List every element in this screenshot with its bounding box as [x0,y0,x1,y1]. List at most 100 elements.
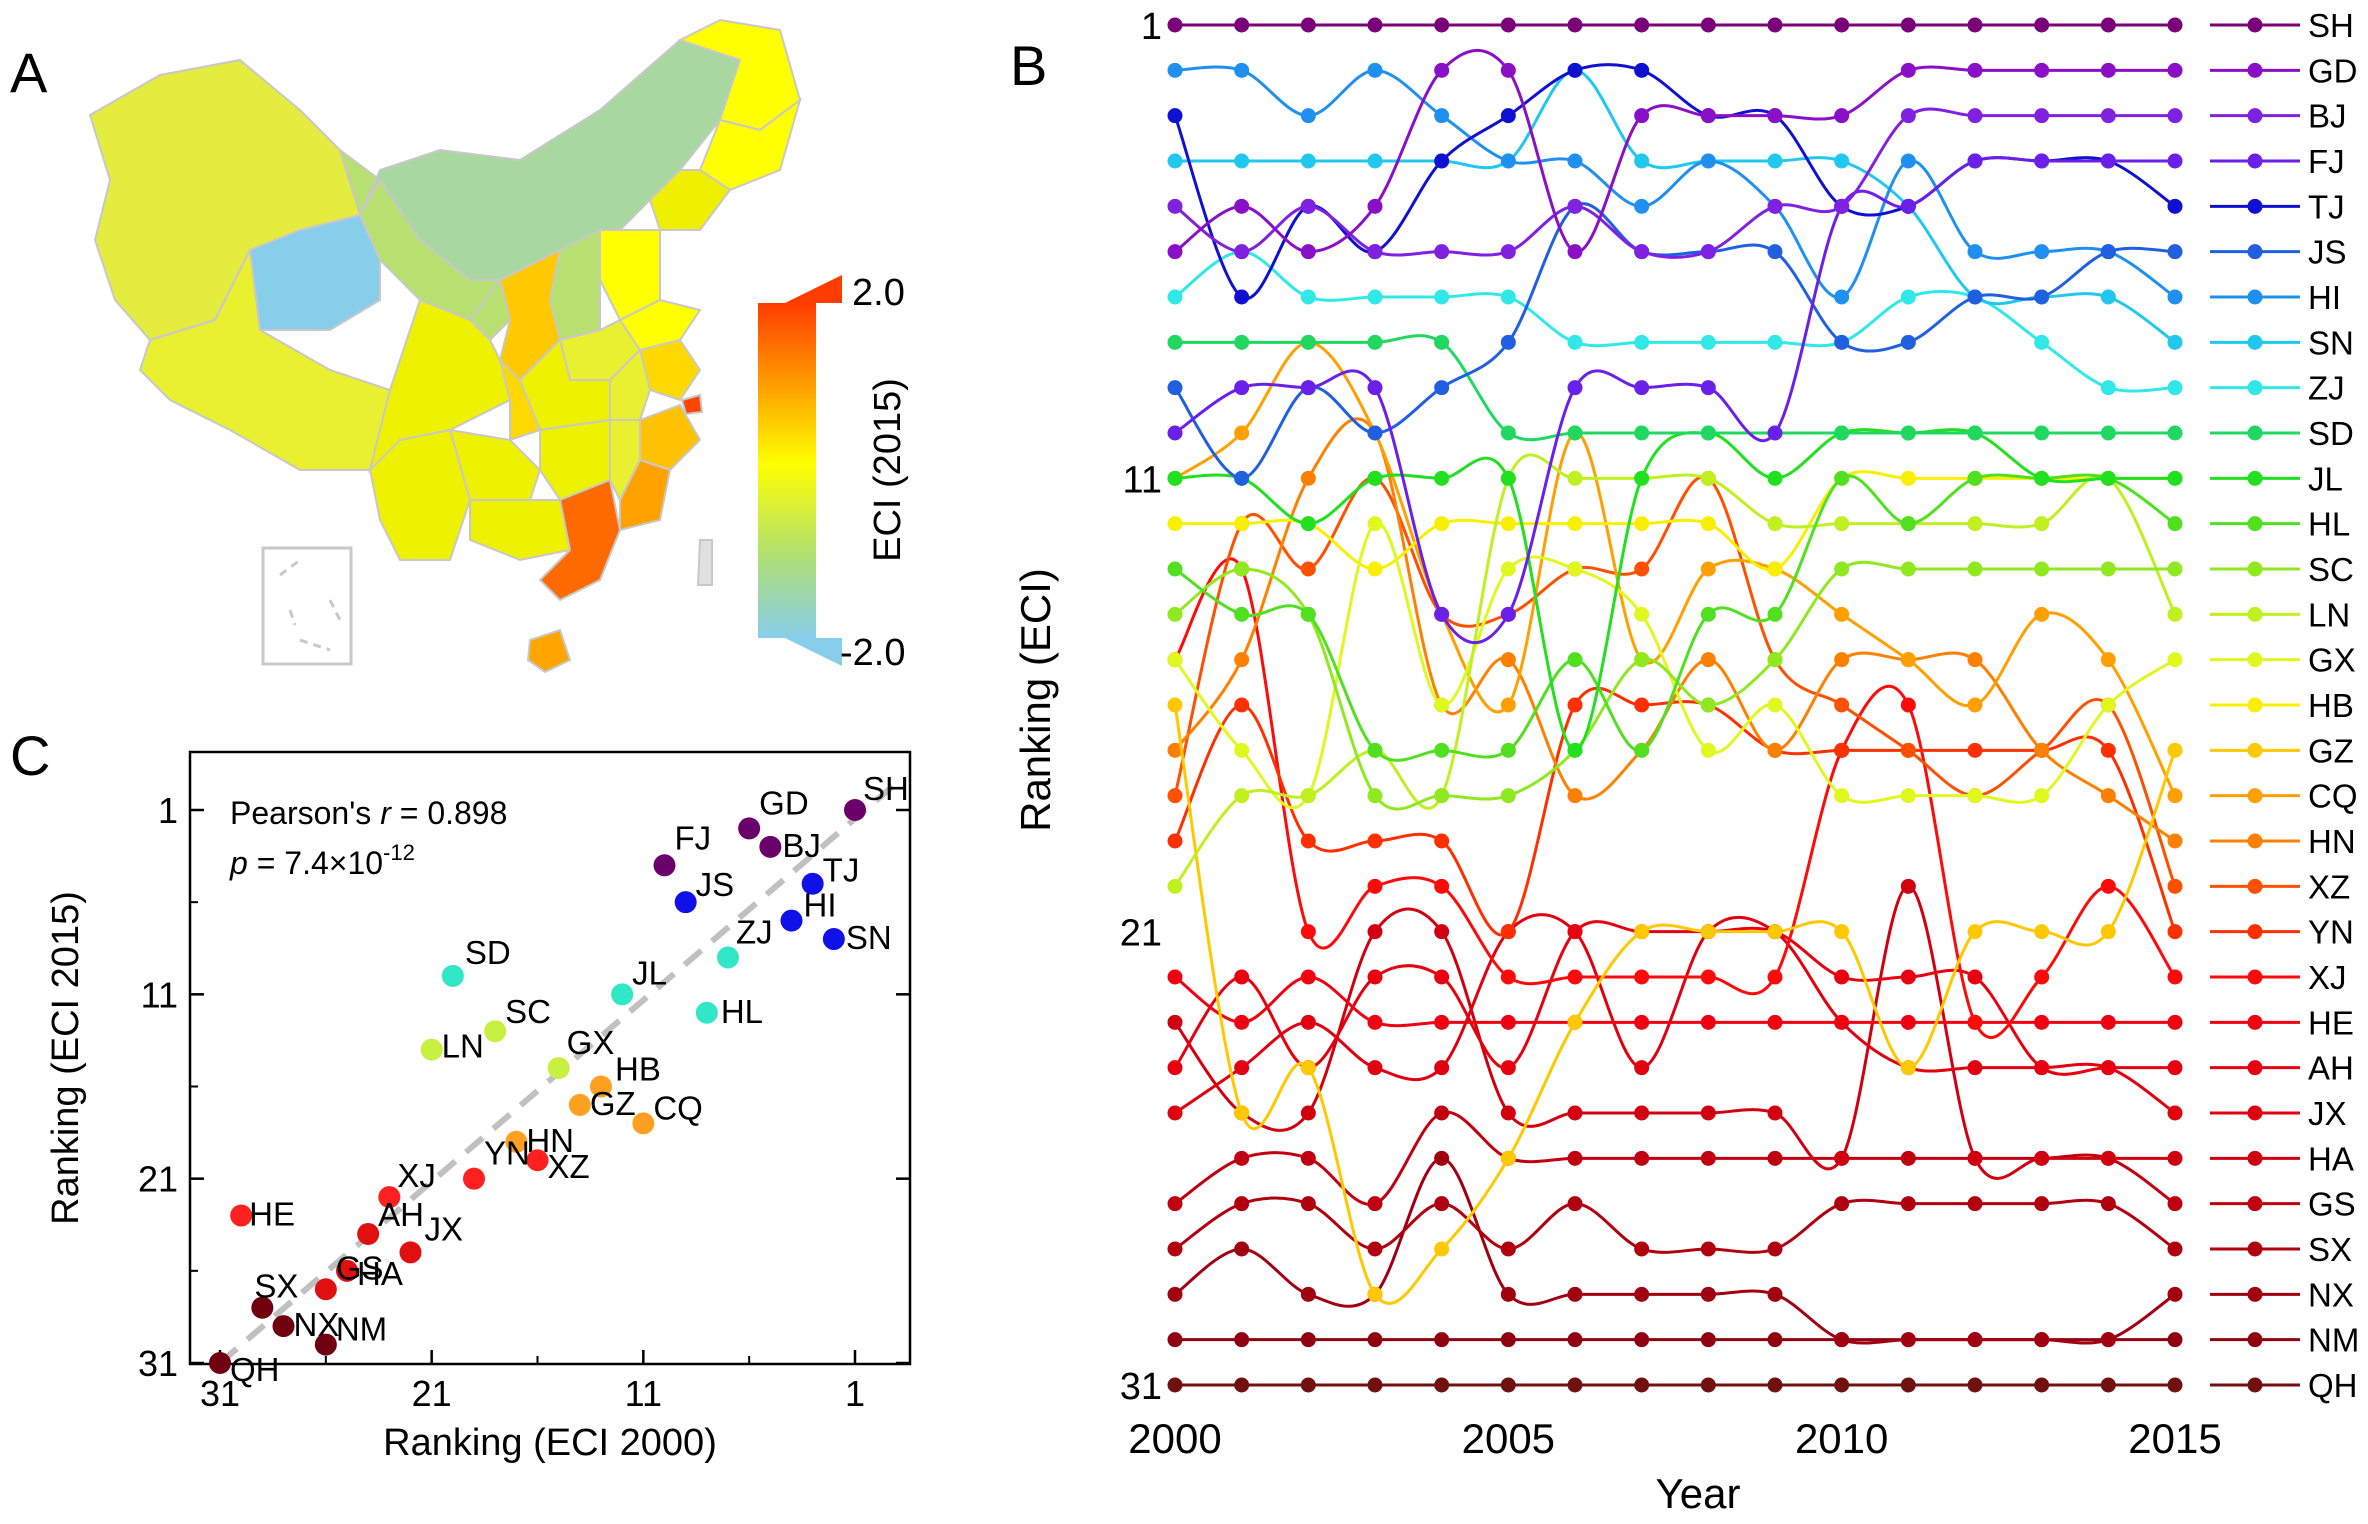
series-point-fj-2002 [1300,380,1316,396]
legend-label-hn: HN [2308,823,2356,860]
series-point-hn-2000 [1167,742,1183,758]
series-point-sc-2007 [1634,652,1650,668]
series-point-he-2002 [1300,969,1316,985]
series-point-gd-2011 [1900,62,1916,78]
series-point-hb-2007 [1634,516,1650,532]
legend-item-xj: XJ [2210,959,2347,996]
series-point-he-2003 [1367,1014,1383,1030]
series-point-bj-2012 [1967,108,1983,124]
series-line-hb [1174,470,2176,572]
scatter-dot [463,1167,485,1190]
legend-item-ha: HA [2210,1140,2354,1177]
series-point-gd-2004 [1434,62,1450,78]
series-point-bj-2005 [1500,244,1516,260]
colorbar-title: ECI (2015) [867,378,909,562]
series-point-gs-2001 [1234,1150,1250,1166]
scatter-point-ah: AH [357,1196,424,1245]
scatter-dot [759,835,782,858]
scatter-point-nm: NM [314,1311,387,1356]
scatter-point-tj: TJ [801,852,859,895]
series-point-sh-2007 [1634,17,1650,33]
series-point-ah-2005 [1500,1060,1516,1076]
series-point-ha-2015 [2167,1150,2183,1166]
legend-swatch-dot [2247,244,2263,260]
legend-swatch-dot [2247,425,2263,441]
legend-swatch-dot [2247,833,2263,849]
series-point-hb-2003 [1367,561,1383,577]
stat-p-value: = 7.4×10 [248,845,383,881]
series-point-gx-2015 [2167,652,2183,668]
series-point-hl-2008 [1700,606,1716,622]
series-point-hb-2005 [1500,516,1516,532]
series-point-nx-2015 [2167,1286,2183,1302]
series-point-hi-2015 [2167,289,2183,305]
scatter-dot [611,983,634,1006]
series-point-qh-2014 [2100,1377,2116,1393]
region-qh [248,213,381,331]
series-point-gd-2012 [1967,62,1983,78]
series-point-sn-2001 [1234,153,1250,169]
stat-p-exp: -12 [383,840,415,865]
series-point-hi-2008 [1700,153,1716,169]
series-point-zj-2013 [2034,334,2050,350]
legend-swatch-dot [2247,1105,2263,1121]
series-point-sh-2015 [2167,17,2183,33]
series-point-sx-2004 [1434,1196,1450,1212]
series-point-zj-2000 [1167,289,1183,305]
series-point-sc-2015 [2167,561,2183,577]
series-point-ha-2003 [1367,924,1383,940]
scatter-point-zj: ZJ [717,913,773,969]
series-point-tj-2004 [1434,153,1450,169]
scatter-dot [314,1278,337,1301]
series-point-nm-2002 [1300,1332,1316,1348]
series-point-js-2000 [1167,380,1183,396]
legend-item-bj: BJ [2210,98,2347,135]
scatter-dot [526,1149,549,1172]
series-point-xj-2015 [2167,969,2183,985]
scatter-dot [484,1020,507,1043]
series-point-sn-2000 [1167,153,1183,169]
series-point-zj-2007 [1634,334,1650,350]
legend-swatch-dot [2247,1332,2263,1348]
legend-swatch-dot [2247,1196,2263,1212]
series-point-jx-2012 [1967,1060,1983,1076]
legend-label-gx: GX [2308,642,2356,679]
series-point-bj-2003 [1367,244,1383,260]
series-point-zj-2011 [1900,289,1916,305]
legend-label-bj: BJ [2308,98,2347,135]
scatter-point-js: JS [674,866,734,914]
series-point-xj-2009 [1767,969,1783,985]
series-point-qh-2002 [1300,1377,1316,1393]
scatter-dot [844,799,866,821]
series-point-gx-2010 [1834,788,1850,804]
scatter-label-hb: HB [615,1051,661,1088]
series-point-ha-2008 [1700,1105,1716,1121]
series-point-gd-2014 [2100,62,2116,78]
series-point-tj-2015 [2167,198,2183,214]
scatter-plot-area [188,750,912,1366]
legend-label-gz: GZ [2308,732,2354,769]
series-point-sx-2012 [1967,1196,1983,1212]
series-point-gx-2003 [1367,516,1383,532]
legend-swatch-dot [2247,334,2263,350]
series-point-nx-2011 [1900,1332,1916,1348]
series-point-gs-2007 [1634,1150,1650,1166]
scatter-point-bj: BJ [759,827,821,864]
scatter-label-sc: SC [505,993,551,1030]
series-point-sx-2013 [2034,1196,2050,1212]
scatter-point-xj: XJ [378,1157,436,1209]
scatter-label-gd: GD [759,784,809,821]
series-point-ha-2011 [1900,878,1916,894]
scatter-label-sx: SX [254,1268,298,1305]
series-point-ha-2006 [1567,1105,1583,1121]
series-point-js-2003 [1367,425,1383,441]
series-point-yn-2004 [1434,833,1450,849]
scatter-point-sd: SD [441,934,511,987]
series-point-qh-2001 [1234,1377,1250,1393]
series-point-gd-2007 [1634,108,1650,124]
series-point-xz-2007 [1634,561,1650,577]
series-point-gd-2005 [1500,62,1516,78]
series-point-gs-2003 [1367,1196,1383,1212]
scatter-label-qh: QH [230,1351,280,1388]
